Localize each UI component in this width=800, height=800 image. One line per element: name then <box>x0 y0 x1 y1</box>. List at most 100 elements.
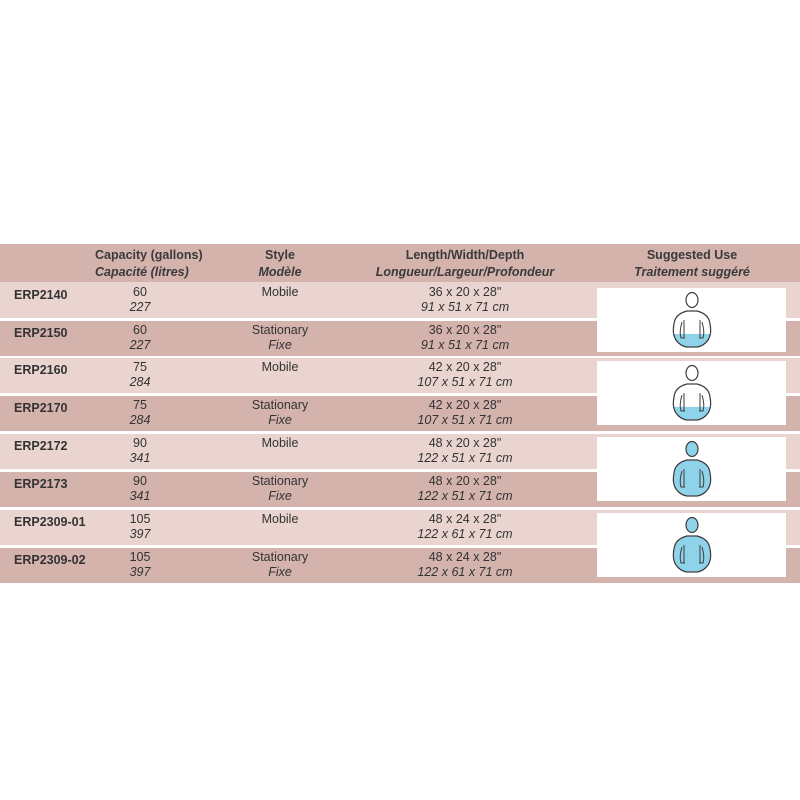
arm-outline <box>679 469 705 488</box>
capacity-cell: 105 397 <box>95 550 185 580</box>
head-outline <box>685 291 699 309</box>
model-number: ERP2309-01 <box>14 515 86 529</box>
table-header: Capacity (gallons) Capacité (litres) Sty… <box>0 244 800 282</box>
arm-outline <box>679 320 705 339</box>
header-capacity-fr: Capacité (litres) <box>95 265 189 279</box>
body-outline <box>672 383 712 421</box>
capacity-cell-secondary: 397 <box>129 527 151 541</box>
capacity-cell-primary: 90 <box>133 436 147 450</box>
dimensions-cell: 48 x 24 x 28" 122 x 61 x 71 cm <box>360 550 570 580</box>
header-capacity: Capacity (gallons) Capacité (litres) <box>95 247 203 281</box>
style-cell-secondary: Fixe <box>268 338 292 352</box>
model-number: ERP2150 <box>14 326 68 340</box>
style-cell: Stationary Fixe <box>225 398 335 428</box>
style-cell: Stationary Fixe <box>225 550 335 580</box>
dimensions-cell-primary: 36 x 20 x 28" <box>428 323 502 337</box>
row-divider <box>0 432 800 434</box>
style-cell-primary: Mobile <box>261 512 299 526</box>
arm-outline <box>679 545 705 564</box>
row-divider <box>0 394 800 396</box>
dimensions-cell-secondary: 107 x 51 x 71 cm <box>417 375 513 389</box>
water-fill <box>673 406 711 420</box>
dimensions-cell-primary: 48 x 20 x 28" <box>428 474 502 488</box>
style-cell: Mobile <box>225 436 335 451</box>
style-cell: Mobile <box>225 285 335 300</box>
capacity-cell: 75 284 <box>95 360 185 390</box>
water-fill <box>673 333 711 347</box>
dimensions-cell-primary: 48 x 24 x 28" <box>428 512 502 526</box>
capacity-cell-secondary: 284 <box>129 413 151 427</box>
dimensions-cell-secondary: 122 x 61 x 71 cm <box>417 527 513 541</box>
suggested-use-box <box>597 437 786 501</box>
model-number: ERP2309-02 <box>14 553 86 567</box>
dimensions-cell-secondary: 122 x 61 x 71 cm <box>417 565 513 579</box>
capacity-cell-secondary: 227 <box>129 338 151 352</box>
body-outline <box>672 459 712 497</box>
header-dimensions: Length/Width/Depth Longueur/Largeur/Prof… <box>360 247 570 281</box>
style-cell: Mobile <box>225 360 335 375</box>
capacity-cell: 75 284 <box>95 398 185 428</box>
model-number: ERP2172 <box>14 439 68 453</box>
style-cell-secondary: Fixe <box>268 489 292 503</box>
header-suggested-use: Suggested Use Traitement suggéré <box>597 247 787 281</box>
style-cell-secondary: Fixe <box>268 565 292 579</box>
dimensions-cell: 42 x 20 x 28" 107 x 51 x 71 cm <box>360 360 570 390</box>
dimensions-cell-secondary: 91 x 51 x 71 cm <box>420 338 510 352</box>
dimensions-cell: 42 x 20 x 28" 107 x 51 x 71 cm <box>360 398 570 428</box>
full-body-immersion-icon <box>672 516 712 573</box>
model-number: ERP2173 <box>14 477 68 491</box>
water-fill <box>673 536 711 572</box>
header-style-en: Style <box>265 248 295 262</box>
capacity-cell-primary: 60 <box>133 285 147 299</box>
capacity-cell-primary: 75 <box>133 398 147 412</box>
capacity-cell: 90 341 <box>95 436 185 466</box>
head-outline <box>685 364 699 382</box>
capacity-cell: 105 397 <box>95 512 185 542</box>
capacity-cell-secondary: 341 <box>129 451 151 465</box>
capacity-cell-primary: 60 <box>133 323 147 337</box>
header-dimensions-fr: Longueur/Largeur/Profondeur <box>375 265 555 279</box>
suggested-use-box <box>597 513 786 577</box>
row-divider <box>0 546 800 548</box>
dimensions-cell: 48 x 24 x 28" 122 x 61 x 71 cm <box>360 512 570 542</box>
style-cell: Stationary Fixe <box>225 474 335 504</box>
dimensions-cell-primary: 42 x 20 x 28" <box>428 398 502 412</box>
torso-lower-body-immersion-icon <box>672 291 712 348</box>
capacity-cell-primary: 90 <box>133 474 147 488</box>
arm-outline <box>679 393 705 412</box>
style-cell-primary: Stationary <box>251 474 309 488</box>
water-fill <box>673 460 711 496</box>
capacity-cell-primary: 105 <box>129 550 151 564</box>
suggested-use-box <box>597 361 786 425</box>
dimensions-cell-primary: 48 x 24 x 28" <box>428 550 502 564</box>
style-cell: Stationary Fixe <box>225 323 335 353</box>
capacity-cell: 90 341 <box>95 474 185 504</box>
suggested-use-box <box>597 288 786 352</box>
row-divider <box>0 508 800 510</box>
dimensions-cell-secondary: 107 x 51 x 71 cm <box>417 413 513 427</box>
header-suggested-use-en: Suggested Use <box>646 248 738 262</box>
torso-lower-body-immersion-icon <box>672 364 712 421</box>
header-dimensions-en: Length/Width/Depth <box>405 248 525 262</box>
capacity-cell-secondary: 227 <box>129 300 151 314</box>
model-number: ERP2170 <box>14 401 68 415</box>
header-capacity-en: Capacity (gallons) <box>95 248 203 262</box>
row-divider <box>0 319 800 321</box>
dimensions-cell-primary: 48 x 20 x 28" <box>428 436 502 450</box>
dimensions-cell-primary: 36 x 20 x 28" <box>428 285 502 299</box>
dimensions-cell: 36 x 20 x 28" 91 x 51 x 71 cm <box>360 323 570 353</box>
dimensions-cell-secondary: 122 x 51 x 71 cm <box>417 489 513 503</box>
style-cell-primary: Mobile <box>261 436 299 450</box>
model-number: ERP2140 <box>14 288 68 302</box>
style-cell-primary: Mobile <box>261 360 299 374</box>
style-cell-primary: Mobile <box>261 285 299 299</box>
model-number: ERP2160 <box>14 363 68 377</box>
dimensions-cell: 36 x 20 x 28" 91 x 51 x 71 cm <box>360 285 570 315</box>
capacity-cell-secondary: 397 <box>129 565 151 579</box>
header-style-fr: Modèle <box>258 265 302 279</box>
dimensions-cell-secondary: 91 x 51 x 71 cm <box>420 300 510 314</box>
style-cell-primary: Stationary <box>251 323 309 337</box>
body-outline <box>672 310 712 348</box>
row-divider <box>0 470 800 472</box>
capacity-cell-secondary: 284 <box>129 375 151 389</box>
